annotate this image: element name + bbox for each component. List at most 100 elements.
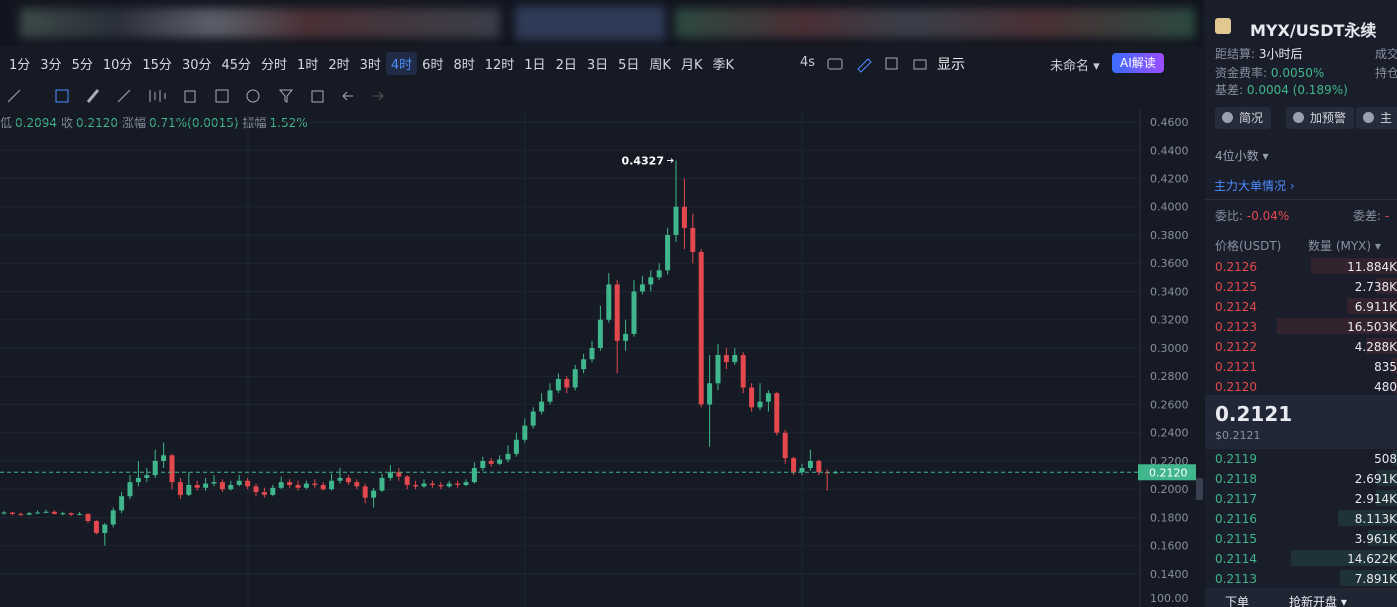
- interval-button[interactable]: 月K: [680, 58, 703, 73]
- display-button[interactable]: 显示: [937, 57, 965, 73]
- chart: 0.14000.16000.18000.20000.22000.24000.26…: [0, 110, 1203, 607]
- panel-handle: [1196, 478, 1203, 500]
- candle-tool[interactable]: [149, 90, 166, 102]
- lock-tool[interactable]: [184, 90, 196, 103]
- ticker-blur: [675, 8, 1195, 38]
- candle-body: [455, 483, 461, 485]
- info-label: 低: [0, 116, 13, 130]
- candle-body: [480, 460, 486, 469]
- candle-body: [35, 512, 41, 514]
- y-tick-label: 0.2000: [1150, 483, 1189, 496]
- chat-icon[interactable]: [913, 59, 927, 70]
- candle-body: [656, 270, 662, 278]
- interval-button[interactable]: 1分: [9, 58, 31, 73]
- y-tick-label: 0.2400: [1150, 427, 1189, 440]
- last-price-tag: [1138, 464, 1196, 481]
- interval-button[interactable]: 15分: [142, 58, 172, 73]
- qty-header-text: 数量 (MYX): [1308, 239, 1372, 253]
- new-listing-tab[interactable]: 抢新开盘 ▾: [1289, 595, 1347, 607]
- alert-button[interactable]: 加预警: [1286, 107, 1355, 129]
- interval-button[interactable]: 12时: [484, 58, 515, 73]
- ruler-tool[interactable]: [86, 89, 100, 103]
- candle-body: [18, 513, 24, 515]
- candle-body: [765, 393, 771, 402]
- interval-button[interactable]: 6时: [422, 58, 444, 73]
- candle-body: [203, 483, 209, 488]
- interval-button[interactable]: 季K: [712, 58, 734, 73]
- interval-button[interactable]: 10分: [102, 58, 133, 73]
- interval-button[interactable]: 3时: [359, 58, 381, 73]
- interval-button[interactable]: 2时: [328, 58, 350, 73]
- ai-button[interactable]: AI解读: [1112, 53, 1164, 73]
- interval-button[interactable]: 3日: [586, 58, 609, 73]
- basis-label: 基差:: [1215, 83, 1244, 97]
- candle-body: [513, 439, 519, 454]
- candle-body: [219, 482, 225, 490]
- book-price: 0.2121: [1215, 360, 1257, 374]
- interval-button[interactable]: 5分: [71, 58, 93, 73]
- main-button[interactable]: 主: [1356, 107, 1397, 129]
- camera-icon[interactable]: [827, 58, 843, 70]
- interval-button[interactable]: 8时: [453, 58, 475, 73]
- interval-button[interactable]: 5日: [618, 58, 640, 73]
- last-price-label: 0.2120: [1149, 466, 1188, 479]
- mid-price: 0.2121: [1215, 402, 1293, 426]
- depth-bar: [1375, 490, 1397, 506]
- interval-button[interactable]: 1日: [524, 58, 546, 73]
- candle-body: [547, 390, 553, 402]
- candle-body: [774, 393, 780, 433]
- filter-tool[interactable]: [278, 89, 294, 103]
- candle-body: [505, 453, 511, 460]
- y-tick-label: 0.1600: [1150, 540, 1189, 553]
- summary-button[interactable]: 简况: [1215, 107, 1272, 129]
- ticker-blur: [515, 6, 665, 40]
- candle-body: [379, 477, 385, 491]
- big-orders-link[interactable]: 主力大单情况 ›: [1214, 179, 1295, 193]
- candle-body: [404, 476, 410, 485]
- candle-body: [161, 455, 167, 461]
- layout-name[interactable]: 未命名 ▾: [1050, 59, 1100, 74]
- candle-body: [26, 513, 32, 515]
- price-header: 价格(USDT): [1215, 239, 1282, 253]
- book-qty: 508: [1374, 452, 1397, 466]
- decimals-select[interactable]: 4位小数 ▾: [1215, 149, 1269, 163]
- interval-button[interactable]: 30分: [181, 58, 212, 73]
- ratio-label: 委比:: [1215, 209, 1244, 223]
- depth-bar: [1368, 530, 1397, 546]
- note-tool[interactable]: [215, 89, 229, 103]
- info-value: 1.52%: [269, 116, 308, 130]
- order-tab[interactable]: 下单: [1225, 595, 1250, 607]
- qty-header[interactable]: 数量 (MYX) ▾: [1308, 239, 1381, 253]
- redo-tool[interactable]: [373, 91, 384, 101]
- candle-body: [421, 483, 427, 487]
- book-qty: 2.738K: [1354, 280, 1397, 294]
- select-tool[interactable]: [55, 89, 69, 103]
- candle-body: [589, 347, 595, 360]
- book-price: 0.2123: [1215, 320, 1257, 334]
- interval-button[interactable]: 3分: [40, 58, 62, 73]
- diff-value: -: [1384, 209, 1390, 223]
- candle-body: [127, 482, 133, 497]
- pen-icon[interactable]: [857, 58, 872, 73]
- interval-button[interactable]: 4时: [385, 52, 418, 75]
- brush-tool[interactable]: [117, 89, 131, 103]
- drawing-tools: [7, 89, 384, 103]
- interval-button[interactable]: 45分: [221, 58, 252, 73]
- interval-button[interactable]: 2日: [555, 58, 577, 73]
- funding-label: 资金费率:: [1215, 66, 1268, 80]
- undo-tool[interactable]: [342, 91, 353, 101]
- line-tool[interactable]: [7, 89, 21, 103]
- interval-button[interactable]: 周K: [649, 58, 671, 73]
- info-value: 0.71%(0.0015): [149, 116, 239, 130]
- candle-body: [337, 477, 343, 481]
- candle-body: [799, 468, 805, 473]
- book-qty: 3.961K: [1354, 532, 1397, 546]
- delete-tool[interactable]: [311, 90, 324, 103]
- interval-button[interactable]: 分时: [261, 58, 288, 73]
- candle-body: [396, 472, 402, 477]
- frame-icon[interactable]: [885, 57, 898, 70]
- refresh-rate[interactable]: 4s: [800, 55, 816, 70]
- candle-body: [43, 511, 49, 513]
- interval-button[interactable]: 1时: [297, 58, 319, 73]
- magnet-tool[interactable]: [246, 89, 260, 103]
